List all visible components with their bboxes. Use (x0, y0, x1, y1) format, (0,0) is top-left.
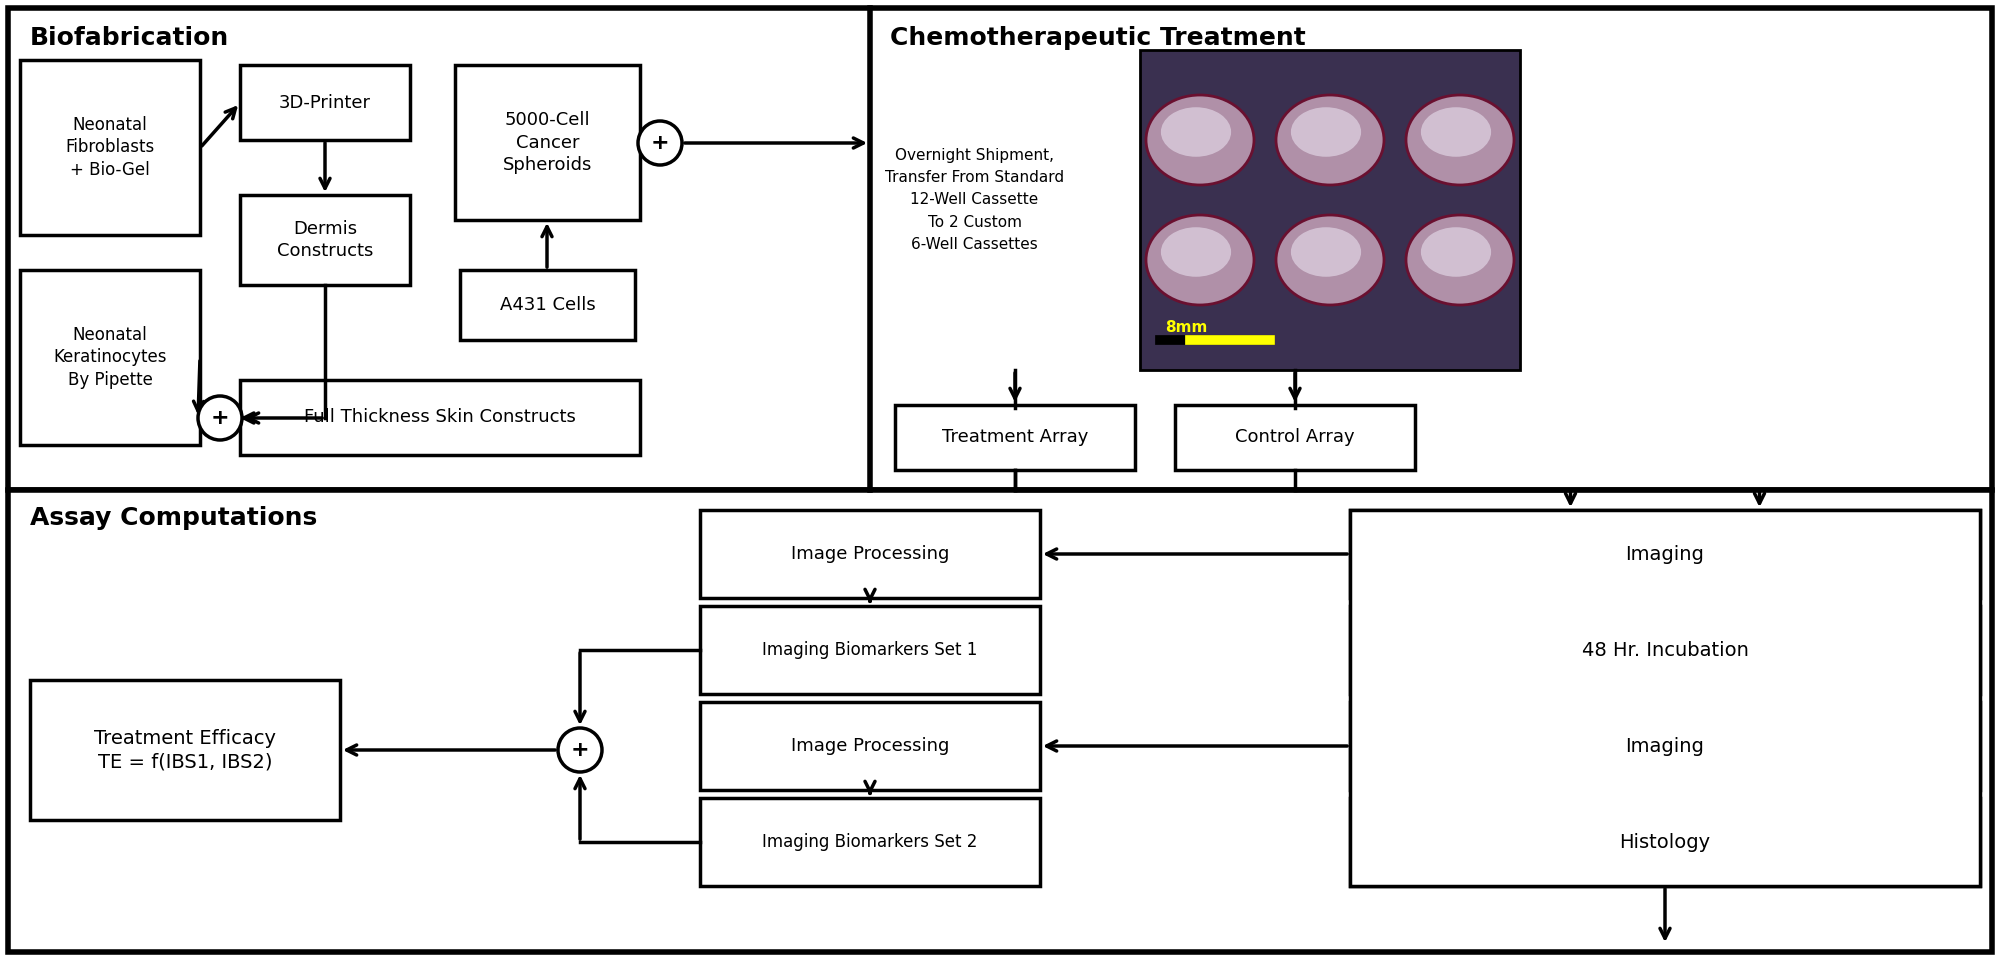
Text: Treatment Efficacy
TE = f(IBS1, IBS2): Treatment Efficacy TE = f(IBS1, IBS2) (94, 729, 276, 771)
FancyBboxPatch shape (30, 680, 340, 820)
FancyBboxPatch shape (8, 8, 1992, 490)
Text: Neonatal
Keratinocytes
By Pipette: Neonatal Keratinocytes By Pipette (54, 326, 166, 389)
Text: Histology: Histology (1620, 832, 1710, 852)
FancyBboxPatch shape (1350, 510, 1980, 886)
FancyBboxPatch shape (456, 65, 640, 220)
Ellipse shape (1406, 95, 1514, 185)
FancyBboxPatch shape (240, 195, 410, 285)
FancyBboxPatch shape (460, 270, 636, 340)
Text: Imaging Biomarkers Set 2: Imaging Biomarkers Set 2 (762, 833, 978, 851)
Ellipse shape (1406, 215, 1514, 305)
Text: +: + (570, 740, 590, 760)
FancyBboxPatch shape (20, 270, 200, 445)
FancyBboxPatch shape (700, 606, 1040, 694)
FancyBboxPatch shape (1176, 405, 1416, 470)
FancyBboxPatch shape (1350, 606, 1980, 694)
Text: +: + (650, 133, 670, 153)
Circle shape (558, 728, 602, 772)
FancyBboxPatch shape (1350, 510, 1980, 598)
Text: Biofabrication: Biofabrication (30, 26, 230, 50)
Ellipse shape (1420, 108, 1492, 156)
Ellipse shape (1146, 95, 1254, 185)
FancyBboxPatch shape (1350, 798, 1980, 886)
Ellipse shape (1160, 108, 1232, 156)
Ellipse shape (1420, 228, 1492, 276)
Text: A431 Cells: A431 Cells (500, 296, 596, 314)
Text: 8mm: 8mm (1164, 321, 1208, 335)
FancyBboxPatch shape (240, 65, 410, 140)
FancyBboxPatch shape (1350, 702, 1980, 790)
Ellipse shape (1276, 95, 1384, 185)
Ellipse shape (1290, 228, 1362, 276)
FancyBboxPatch shape (700, 702, 1040, 790)
Ellipse shape (1146, 215, 1254, 305)
Text: 3D-Printer: 3D-Printer (280, 93, 372, 111)
Circle shape (198, 396, 242, 440)
Ellipse shape (1160, 228, 1232, 276)
Text: Chemotherapeutic Treatment: Chemotherapeutic Treatment (890, 26, 1306, 50)
FancyBboxPatch shape (240, 380, 640, 455)
Text: Treatment Array: Treatment Array (942, 428, 1088, 446)
Text: +: + (210, 408, 230, 428)
Text: Image Processing: Image Processing (790, 737, 950, 755)
Ellipse shape (1276, 215, 1384, 305)
Text: 5000-Cell
Cancer
Spheroids: 5000-Cell Cancer Spheroids (502, 111, 592, 174)
FancyBboxPatch shape (20, 60, 200, 235)
Text: Neonatal
Fibroblasts
+ Bio-Gel: Neonatal Fibroblasts + Bio-Gel (66, 116, 154, 179)
FancyBboxPatch shape (896, 405, 1136, 470)
Text: Assay Computations: Assay Computations (30, 506, 318, 530)
Text: Control Array: Control Array (1236, 428, 1354, 446)
Text: Imaging: Imaging (1626, 736, 1704, 756)
Text: Full Thickness Skin Constructs: Full Thickness Skin Constructs (304, 409, 576, 426)
FancyBboxPatch shape (1140, 50, 1520, 370)
Text: Imaging: Imaging (1626, 544, 1704, 564)
Text: Overnight Shipment,
Transfer From Standard
12-Well Cassette
To 2 Custom
6-Well C: Overnight Shipment, Transfer From Standa… (884, 148, 1064, 252)
FancyBboxPatch shape (8, 490, 1992, 952)
Text: Image Processing: Image Processing (790, 545, 950, 563)
Text: Dermis
Constructs: Dermis Constructs (276, 220, 374, 260)
Circle shape (638, 121, 682, 165)
FancyBboxPatch shape (700, 798, 1040, 886)
Text: Imaging Biomarkers Set 1: Imaging Biomarkers Set 1 (762, 641, 978, 659)
Ellipse shape (1290, 108, 1362, 156)
Text: 48 Hr. Incubation: 48 Hr. Incubation (1582, 640, 1748, 660)
FancyBboxPatch shape (700, 510, 1040, 598)
